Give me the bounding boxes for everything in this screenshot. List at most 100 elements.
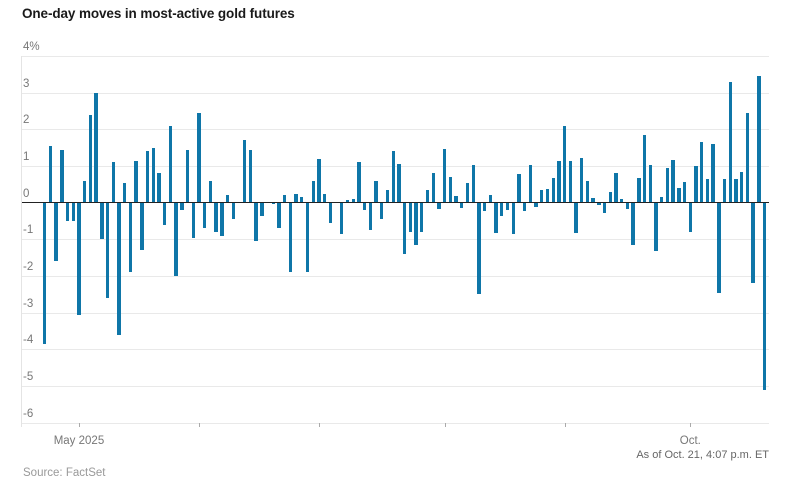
bar [562,125,567,203]
bar [654,202,658,252]
bar [220,202,224,236]
bar [197,112,201,203]
x-tick-mark [318,422,320,428]
bar [48,145,53,203]
bar [105,202,110,299]
bar [300,197,304,203]
bar [128,202,133,273]
bar [482,202,487,211]
bar [202,202,207,229]
bar [294,193,298,203]
bar [140,202,144,251]
bar [122,182,127,203]
as-of-timestamp: As of Oct. 21, 4:07 p.m. ET [636,449,769,461]
bar [551,177,555,203]
y-tick-label: -1 [23,224,34,237]
y-axis-line [21,56,22,428]
bar [174,202,178,277]
bar [414,202,418,245]
bar [665,167,670,203]
bar [431,173,435,203]
bar [425,189,430,203]
bar [54,202,58,262]
bar [711,143,715,203]
bar [448,177,453,203]
gridline [22,349,769,351]
y-tick-label: 2 [23,114,30,127]
gridline [22,276,769,278]
bar [311,180,315,203]
bar [580,157,584,203]
bar [260,202,264,216]
bar [648,165,653,203]
bar [762,202,767,390]
gridline [22,386,769,388]
bar [100,202,104,240]
bar [185,149,190,203]
gridline [22,239,769,241]
bar [117,202,121,335]
bar [471,165,475,203]
bar [402,202,407,255]
bar [282,195,287,203]
y-tick-label: -2 [23,261,34,274]
bar [534,202,538,208]
bar [591,197,595,203]
gridline [22,56,769,58]
gridline [22,129,769,131]
bar [225,195,230,203]
bar [660,197,664,203]
x-tick-label: Oct. [679,434,701,447]
bar [242,140,247,203]
gridline [22,92,769,94]
bar [288,202,293,273]
bar [694,166,698,203]
bar [43,202,47,344]
bar [620,198,624,203]
bar [134,160,138,203]
bar [608,192,613,203]
bar [557,160,561,203]
bar [385,189,390,203]
bar [465,182,470,203]
bar [574,202,578,234]
bar [277,202,281,229]
bar [71,202,75,222]
bar [111,162,115,203]
bar [740,171,744,203]
bar [168,125,173,203]
bar [408,202,413,233]
bar [625,202,630,210]
bar [322,193,327,203]
bar [757,76,761,203]
bar [180,202,184,211]
y-tick-label: 1 [23,151,30,164]
bar [94,92,98,203]
bar [328,202,333,223]
bar [631,202,635,246]
bar [191,202,195,238]
bar [717,202,721,293]
bar [511,202,515,234]
x-tick-mark [78,422,80,428]
bar [585,181,590,203]
bar [305,202,310,273]
bar [734,178,738,203]
y-tick-label: -4 [23,334,34,347]
bar [340,202,344,234]
bar [231,202,235,220]
bar [545,189,550,203]
bar [637,177,641,203]
x-tick-mark [564,422,566,428]
gridline [22,166,769,168]
bar [442,148,447,203]
bar [248,149,253,203]
bar [317,158,321,203]
bar [345,200,350,203]
bar [391,151,395,203]
y-tick-label: -3 [23,297,34,310]
bar [362,202,367,211]
bar [357,162,361,203]
